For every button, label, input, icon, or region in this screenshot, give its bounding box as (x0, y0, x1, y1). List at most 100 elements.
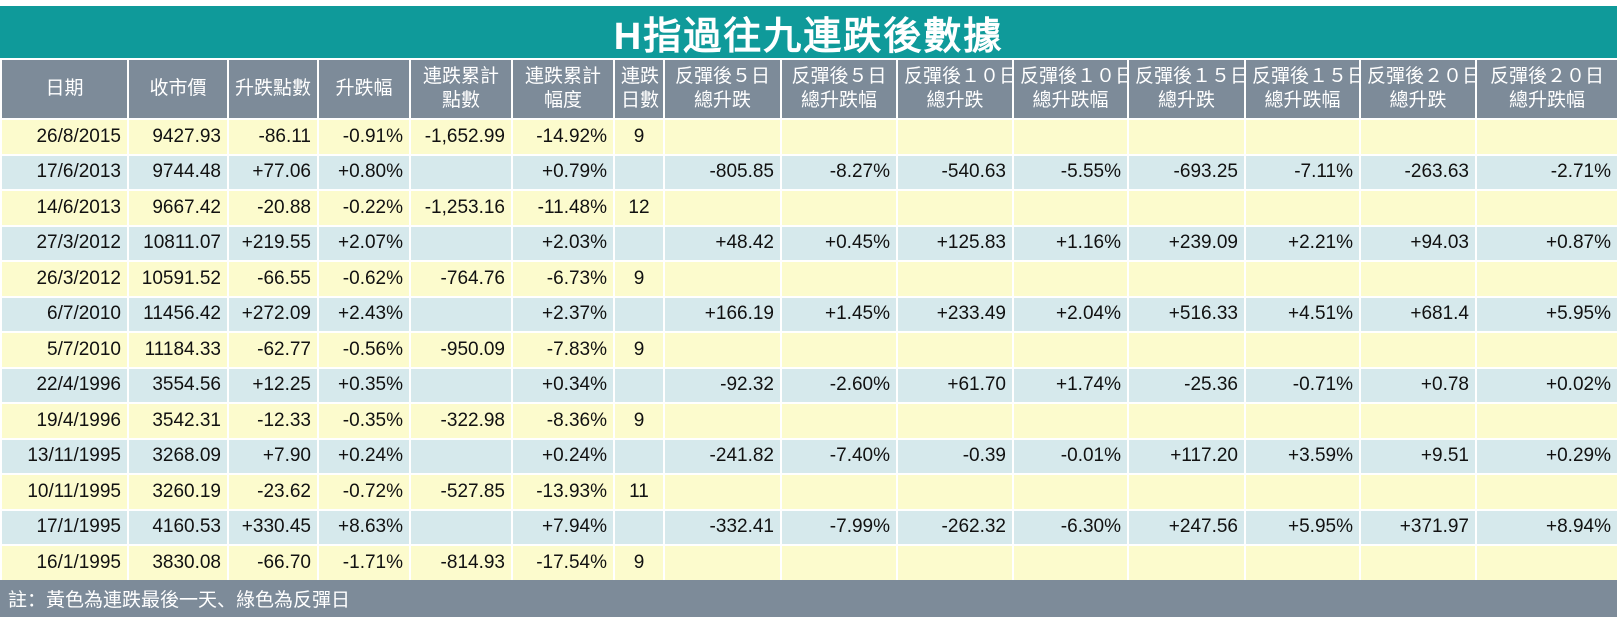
column-header-line: 反彈後２０日 (1489, 66, 1604, 87)
table-cell: +7.94% (511, 508, 615, 546)
streak-days-cell: 9 (613, 331, 665, 369)
table-cell (1244, 473, 1361, 511)
table-cell: +0.29% (1475, 437, 1617, 475)
table-cell: -805.85 (663, 153, 782, 191)
table-cell: -1.71% (317, 544, 411, 582)
table-row: 26/3/2012 10591.52 -66.55 -0.62% -764.76 -6.7… (0, 260, 1617, 298)
table-cell: -332.41 (663, 508, 782, 546)
table-cell: +0.79% (511, 153, 615, 191)
table-cell: -0.39 (896, 437, 1014, 475)
table-cell: +7.90 (227, 437, 319, 475)
table-cell (1244, 544, 1361, 582)
table-cell: -0.62% (317, 260, 411, 298)
table-cell: +166.19 (663, 295, 782, 333)
table-cell: -7.11% (1244, 153, 1361, 191)
table-cell: +2.07% (317, 224, 411, 262)
column-header: 升跌點數 (227, 58, 319, 120)
date-cell: 16/1/1995 (0, 544, 129, 582)
table-cell (1359, 118, 1477, 156)
table-cell (1475, 402, 1617, 440)
streak-days-cell (613, 153, 665, 191)
streak-days-cell: 12 (613, 189, 665, 227)
table-cell: 3260.19 (127, 473, 229, 511)
column-header: 反彈後５日 總升跌 (663, 58, 782, 120)
table-cell: +8.63% (317, 508, 411, 546)
column-header-line: 反彈後１０日 (904, 66, 1013, 87)
table-cell: +61.70 (896, 366, 1014, 404)
table-cell: +247.56 (1127, 508, 1246, 546)
table-cell (1012, 260, 1129, 298)
table-cell: -950.09 (409, 331, 513, 369)
table-cell (409, 224, 513, 262)
table-cell (409, 366, 513, 404)
table-row: 14/6/2013 9667.42 -20.88 -0.22% -1,253.16 -11… (0, 189, 1617, 227)
table-cell: 3554.56 (127, 366, 229, 404)
streak-days-cell (613, 508, 665, 546)
table-cell: +516.33 (1127, 295, 1246, 333)
table-cell: +1.16% (1012, 224, 1129, 262)
table-cell: -527.85 (409, 473, 513, 511)
table-cell: +0.24% (317, 437, 411, 475)
table-cell (1012, 331, 1129, 369)
column-header-line: 反彈後５日 (674, 66, 770, 87)
table-cell: +0.24% (511, 437, 615, 475)
table-cell: 10811.07 (127, 224, 229, 262)
table-cell: +0.87% (1475, 224, 1617, 262)
column-header-line: 連跌累計 (524, 66, 601, 87)
table-cell (1475, 331, 1617, 369)
table-cell (780, 189, 898, 227)
table-cell: -814.93 (409, 544, 513, 582)
table-cell: -11.48% (511, 189, 615, 227)
table-header-row: 日期 收市價 升跌點數 升跌幅 連跌累計 點數 連跌累計 幅度 連跌 日數 反彈後５日 總升跌 反彈後５… (0, 58, 1617, 120)
table-cell (409, 508, 513, 546)
streak-days-cell: 9 (613, 544, 665, 582)
column-header-line: 升跌幅 (335, 78, 393, 99)
column-header-line: 總升跌幅 (1264, 90, 1341, 111)
table-cell: +0.78 (1359, 366, 1477, 404)
table-cell: +371.97 (1359, 508, 1477, 546)
column-header-line: 總升跌幅 (800, 90, 877, 111)
table-cell (896, 260, 1014, 298)
table-cell: -764.76 (409, 260, 513, 298)
table-cell (896, 544, 1014, 582)
table-cell: +0.02% (1475, 366, 1617, 404)
table-cell: -241.82 (663, 437, 782, 475)
table-cell: -62.77 (227, 331, 319, 369)
column-header-line: 點數 (441, 90, 480, 111)
table-row: 13/11/1995 3268.09 +7.90 +0.24% +0.24% -241.8… (0, 437, 1617, 475)
table-cell: -1,652.99 (409, 118, 513, 156)
table-cell (780, 402, 898, 440)
table-cell: -5.55% (1012, 153, 1129, 191)
date-cell: 17/1/1995 (0, 508, 129, 546)
table-cell (1244, 402, 1361, 440)
table-cell: -25.36 (1127, 366, 1246, 404)
table-cell: +2.43% (317, 295, 411, 333)
date-cell: 5/7/2010 (0, 331, 129, 369)
table-cell: -86.11 (227, 118, 319, 156)
column-header-line: 總升跌 (1157, 90, 1215, 111)
table-cell (1475, 118, 1617, 156)
table-cell: -12.33 (227, 402, 319, 440)
table-cell: 10591.52 (127, 260, 229, 298)
column-header-line: 日數 (621, 90, 660, 111)
table-cell: +330.45 (227, 508, 319, 546)
column-header-line: 連跌累計 (422, 66, 499, 87)
table-cell (780, 118, 898, 156)
table-cell: +272.09 (227, 295, 319, 333)
table-cell: 9744.48 (127, 153, 229, 191)
column-header-line: 總升跌 (926, 90, 984, 111)
column-header-line: 總升跌幅 (1032, 90, 1109, 111)
table-cell: -92.32 (663, 366, 782, 404)
table-cell (1244, 331, 1361, 369)
table-cell (1127, 189, 1246, 227)
table-cell (896, 118, 1014, 156)
table-cell: -540.63 (896, 153, 1014, 191)
column-header: 反彈後２０日 總升跌 (1359, 58, 1477, 120)
column-header-line: 反彈後５日 (791, 66, 887, 87)
table-cell: -7.99% (780, 508, 898, 546)
table-cell: -14.92% (511, 118, 615, 156)
table-cell: -66.70 (227, 544, 319, 582)
column-header: 連跌 日數 (613, 58, 665, 120)
table-cell: +2.03% (511, 224, 615, 262)
table-cell: +5.95% (1475, 295, 1617, 333)
